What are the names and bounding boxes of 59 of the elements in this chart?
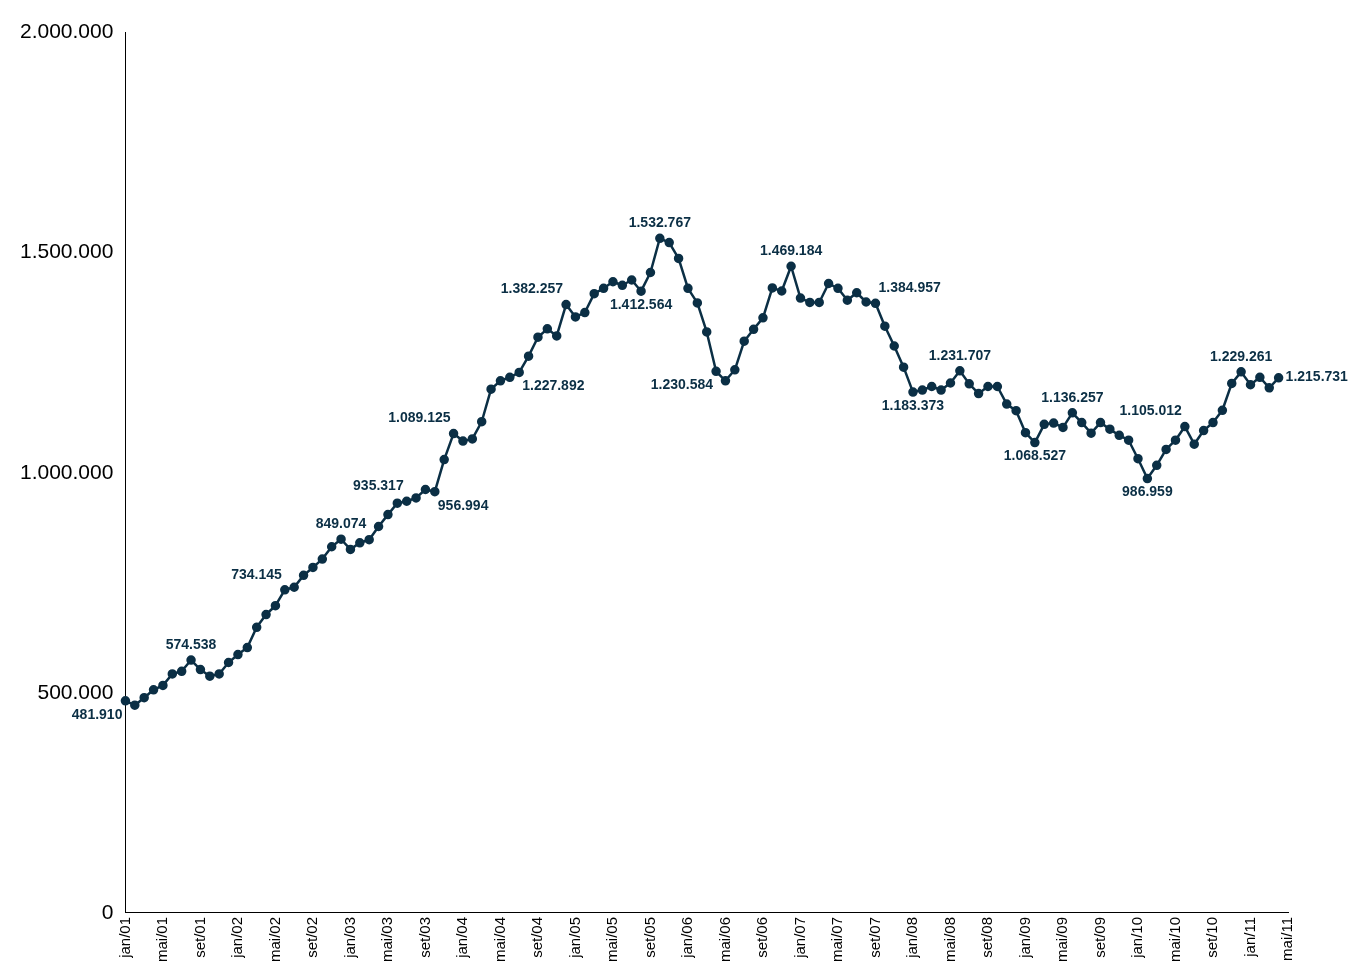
x-tick-label: jan/04 <box>453 916 471 959</box>
data-label: 1.227.892 <box>522 377 585 394</box>
x-tick-label: set/04 <box>528 916 546 958</box>
y-tick-label: 1.000.000 <box>19 459 114 483</box>
data-label: 1.136.257 <box>1041 388 1104 405</box>
x-tick-label: jan/05 <box>565 916 583 959</box>
x-tick-label: mai/08 <box>940 916 958 963</box>
x-tick-label: jan/02 <box>228 916 246 959</box>
y-tick-label: 500.000 <box>37 679 114 703</box>
y-tick-label: 2.000.000 <box>19 19 114 43</box>
x-tick-label: jan/10 <box>1128 916 1146 959</box>
x-tick-label: mai/10 <box>1165 916 1183 963</box>
x-tick-label: mai/06 <box>715 916 733 963</box>
x-tick-label: jan/03 <box>340 916 358 959</box>
x-tick-label: mai/01 <box>153 916 171 963</box>
data-label: 1.215.731 <box>1285 368 1349 385</box>
data-label: 1.229.261 <box>1209 347 1273 364</box>
data-label: 1.231.707 <box>928 346 992 363</box>
x-tick-label: mai/03 <box>378 916 396 963</box>
x-tick-label: set/07 <box>865 916 883 958</box>
x-tick-label: mai/05 <box>603 916 621 963</box>
x-tick-label: jan/09 <box>1015 916 1033 959</box>
x-tick-label: mai/09 <box>1053 916 1071 963</box>
data-label: 849.074 <box>315 515 367 532</box>
x-tick-label: jan/11 <box>1240 916 1258 958</box>
x-tick-label: mai/02 <box>265 916 283 963</box>
x-tick-label: mai/11 <box>1278 916 1296 961</box>
data-label: 1.068.527 <box>1003 447 1067 464</box>
data-label: 1.382.257 <box>500 280 564 297</box>
data-label: 481.910 <box>71 705 123 722</box>
data-label: 1.230.584 <box>650 376 714 393</box>
x-tick-label: set/09 <box>1090 916 1108 958</box>
y-tick-label: 0 <box>101 899 114 923</box>
data-label: 935.317 <box>353 477 404 494</box>
data-label: 1.532.767 <box>628 214 692 231</box>
data-label: 1.469.184 <box>759 242 823 259</box>
x-tick-label: set/03 <box>415 916 433 958</box>
x-tick-label: set/01 <box>190 916 208 958</box>
y-tick-label: 1.500.000 <box>19 239 114 263</box>
x-tick-label: jan/06 <box>678 916 696 959</box>
data-label: 956.994 <box>437 496 489 513</box>
x-tick-label: jan/07 <box>790 916 808 959</box>
data-label: 734.145 <box>231 565 283 582</box>
data-label: 574.538 <box>165 635 217 652</box>
x-tick-label: set/08 <box>978 916 996 958</box>
data-label: 1.183.373 <box>881 396 945 413</box>
data-label: 986.959 <box>1122 483 1173 500</box>
x-tick-label: set/10 <box>1203 916 1221 958</box>
data-label: 1.089.125 <box>388 409 451 426</box>
data-label: 1.384.957 <box>878 279 941 296</box>
x-tick-label: set/06 <box>753 916 771 958</box>
x-tick-label: jan/01 <box>115 916 133 959</box>
x-tick-label: mai/07 <box>828 916 846 963</box>
x-tick-label: set/05 <box>640 916 658 958</box>
x-tick-label: jan/08 <box>903 916 921 959</box>
x-tick-label: mai/04 <box>490 916 508 963</box>
data-label: 1.105.012 <box>1119 402 1183 419</box>
data-label: 1.412.564 <box>609 296 673 313</box>
x-tick-label: set/02 <box>303 916 321 958</box>
